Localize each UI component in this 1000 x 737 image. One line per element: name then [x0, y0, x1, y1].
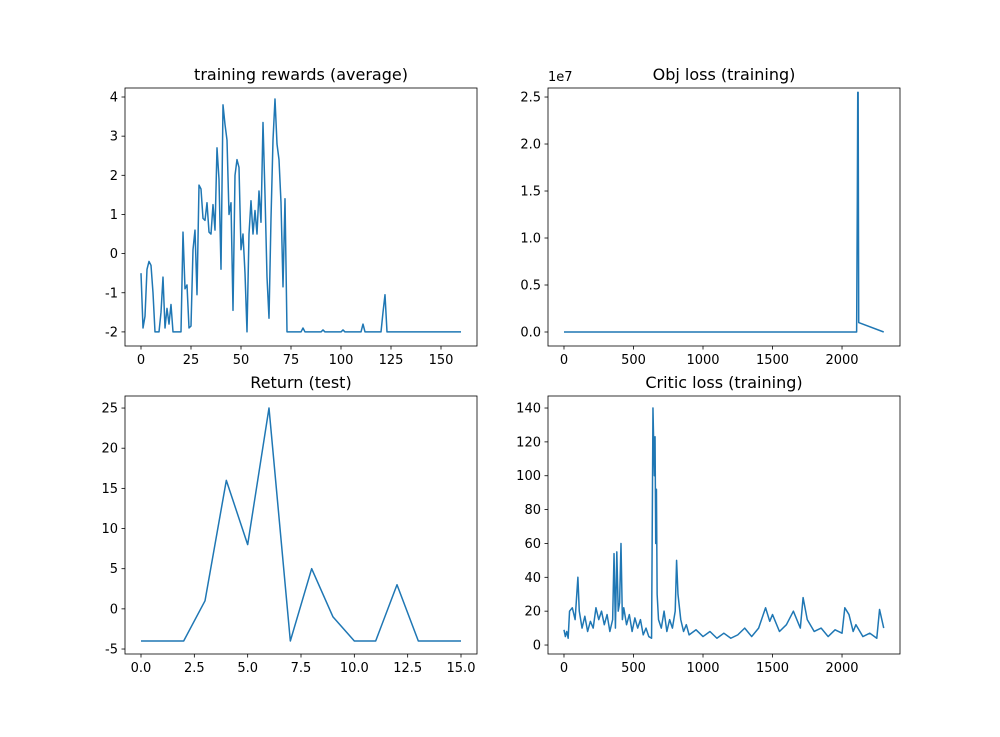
x-tick-label: 25 [183, 353, 200, 368]
x-tick-label: 100 [329, 353, 354, 368]
y-tick-label: 2.5 [520, 91, 541, 106]
x-tick-label: 1500 [756, 661, 789, 676]
y-tick-label: 40 [524, 571, 541, 586]
y-tick-label: 25 [101, 402, 118, 417]
x-tick-label: 75 [283, 353, 300, 368]
x-tick-label: 1000 [686, 353, 719, 368]
chart-title: Return (test) [250, 373, 351, 392]
axes-frame [124, 87, 478, 347]
x-tick-label: 0 [137, 353, 145, 368]
x-tick-label: 15.0 [447, 661, 476, 676]
x-tick-label: 10.0 [340, 661, 369, 676]
x-tick-label: 0 [560, 353, 568, 368]
offset-text: 1e7 [548, 70, 573, 85]
y-tick-label: 2.0 [520, 138, 541, 153]
x-tick-label: 12.5 [393, 661, 422, 676]
y-tick-label: 1.5 [520, 185, 541, 200]
y-tick-label: 0.5 [520, 279, 541, 294]
x-tick-label: 7.5 [291, 661, 312, 676]
data-line [141, 407, 461, 642]
y-tick-label: -5 [105, 643, 118, 658]
x-tick-label: 0 [560, 661, 568, 676]
y-tick-label: 5 [110, 562, 118, 577]
chart-title: Obj loss (training) [653, 65, 796, 84]
data-line [563, 91, 884, 333]
x-tick-label: 50 [233, 353, 250, 368]
y-tick-label: 2 [110, 169, 118, 184]
x-tick-label: 150 [429, 353, 454, 368]
y-tick-label: 1.0 [520, 232, 541, 247]
x-tick-label: 0.0 [131, 661, 152, 676]
chart-title: Critic loss (training) [645, 373, 802, 392]
y-tick-label: 10 [101, 522, 118, 537]
y-tick-label: 0 [110, 602, 118, 617]
axes-frame [547, 87, 901, 347]
x-tick-label: 1000 [686, 661, 719, 676]
axes-frame [547, 395, 901, 655]
y-tick-label: 0.0 [520, 325, 541, 340]
y-tick-label: -2 [105, 325, 118, 340]
y-tick-label: 60 [524, 537, 541, 552]
data-line [563, 407, 885, 640]
y-tick-label: 3 [110, 130, 118, 145]
y-tick-label: 80 [524, 503, 541, 518]
data-line [140, 98, 461, 333]
y-tick-label: 100 [516, 469, 541, 484]
x-tick-label: 500 [621, 661, 646, 676]
x-tick-label: 2.5 [184, 661, 205, 676]
y-tick-label: 15 [101, 482, 118, 497]
y-tick-label: 4 [110, 91, 118, 106]
y-tick-label: 0 [110, 247, 118, 262]
y-tick-label: 20 [101, 442, 118, 457]
y-tick-label: 0 [533, 639, 541, 654]
y-tick-label: -1 [105, 286, 118, 301]
x-tick-label: 500 [621, 353, 646, 368]
y-tick-label: 120 [516, 435, 541, 450]
y-tick-label: 1 [110, 208, 118, 223]
y-tick-label: 140 [516, 402, 541, 417]
y-tick-label: 20 [524, 605, 541, 620]
x-tick-label: 2000 [825, 661, 858, 676]
axes-frame [124, 395, 478, 655]
chart-title: training rewards (average) [194, 65, 408, 84]
x-tick-label: 2000 [825, 353, 858, 368]
x-tick-label: 125 [379, 353, 404, 368]
x-tick-label: 1500 [756, 353, 789, 368]
x-tick-label: 5.0 [237, 661, 258, 676]
